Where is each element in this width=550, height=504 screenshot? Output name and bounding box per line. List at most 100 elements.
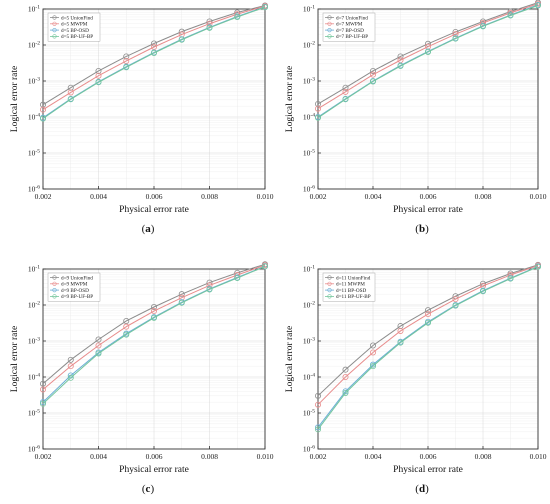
data-point [424,311,431,318]
data-point [535,2,542,9]
legend-entry: d=7 MWPM [336,22,363,28]
data-point [314,114,321,121]
y-tick-label: 10-1 [303,5,315,14]
legend-entry: d=9 MWPM [61,282,88,288]
y-tick-label: 10-4 [28,113,40,122]
x-axis-label: Physical error rate [393,465,463,475]
y-axis-label: Logical error rate [285,326,295,392]
y-tick-label: 10-6 [28,445,40,454]
data-point [479,23,486,30]
series-line [42,265,266,405]
legend-swatch-marker [52,34,57,39]
legend-entry: d=9 BP-UF-BP [61,294,93,300]
data-point [369,349,376,356]
grid-lines [317,8,539,190]
data-point [67,89,74,96]
data-point [40,399,47,406]
data-point [67,84,74,91]
series-line [317,266,539,430]
x-axis-label: Physical error rate [119,465,189,475]
data-point [67,363,74,370]
panel-caption: (d) [415,483,429,495]
data-point [206,24,213,31]
chart-panel-a: 0.002 0.004 0.006 0.008 0.010 10-6 10-5 10-4 10-… [10,2,274,235]
data-point [95,72,102,79]
legend-swatch-marker [327,275,332,280]
panel-caption: (a) [142,223,155,235]
legend-swatch-marker [327,34,332,39]
legend-swatch-marker [52,281,57,286]
data-point [507,12,514,19]
y-tick-label: 10-1 [28,5,40,14]
y-tick-label: 10-3 [303,77,315,86]
x-tick-label: 0.006 [146,452,163,461]
data-point [369,363,376,370]
data-point [452,31,459,38]
series-d-5-mwpm [40,3,268,113]
series-line [42,5,266,106]
x-tick-label: 0.004 [365,192,382,201]
y-tick-label: 10-6 [28,185,40,194]
panel-caption: (b) [415,223,429,235]
data-point [206,20,213,27]
legend-entry: d=9 UnionFind [61,275,93,281]
legend-swatch-marker [327,294,332,299]
y-tick-label: 10-6 [303,185,315,194]
data-point [342,373,349,380]
legend-entry: d=5 UnionFind [61,15,93,21]
series-line [42,265,266,403]
x-tick-label: 0.010 [257,452,274,461]
y-tick-label: 10-5 [28,149,40,158]
data-point [397,63,404,70]
data-point [314,100,321,107]
data-point [123,317,130,324]
series-d-11-bp-uf-bp [314,263,542,433]
data-point [40,400,47,407]
y-axis-label: Logical error rate [285,66,295,132]
y-tick-label: 10-4 [28,373,40,382]
data-point [261,263,268,270]
data-point [314,424,321,431]
series-d-9-bp-uf-bp [40,263,268,407]
x-tick-label: 0.004 [365,452,382,461]
data-point [150,49,157,56]
data-point [535,263,542,270]
y-tick-label: 10-4 [303,373,315,382]
x-tick-label: 0.002 [310,192,327,201]
data-point [123,53,130,60]
legend-entry: d=5 BP-UF-BP [61,34,93,40]
data-point [314,392,321,399]
series-d-7-bp-uf-bp [314,2,542,121]
y-tick-label: 10-2 [303,41,315,50]
data-point [67,96,74,103]
data-point [95,342,102,349]
legend-entry: d=7 UnionFind [336,15,368,21]
series-line [42,5,266,111]
x-tick-label: 0.008 [475,192,492,201]
x-tick-label: 0.004 [90,192,107,201]
y-tick-label: 10-1 [28,265,40,274]
data-point [150,303,157,310]
data-point [452,296,459,303]
data-point [424,307,431,314]
data-point [234,13,241,20]
data-point [507,275,514,282]
legend-swatch-marker [52,21,57,26]
legend-swatch-marker [52,294,57,299]
data-point [123,323,130,330]
data-point [452,302,459,309]
data-point [234,275,241,282]
series-line [42,6,266,120]
x-tick-label: 0.004 [90,452,107,461]
legend-entry: d=11 UnionFind [336,275,371,281]
y-axis-label: Logical error rate [10,326,20,392]
data-point [178,299,185,306]
data-point [397,339,404,346]
data-point [397,53,404,60]
panel-caption: (c) [142,483,155,495]
data-point [261,4,268,11]
x-tick-label: 0.006 [420,452,437,461]
